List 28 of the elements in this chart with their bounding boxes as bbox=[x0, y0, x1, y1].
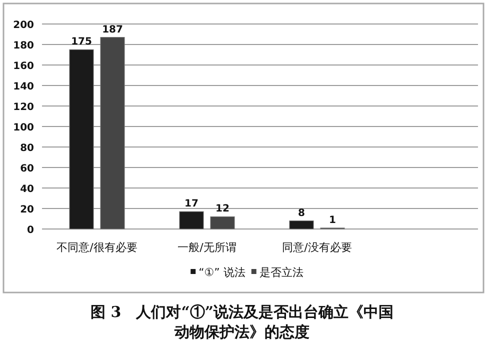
y-tick-label: 180 bbox=[13, 40, 34, 52]
y-tick-label: 20 bbox=[20, 204, 34, 216]
bar bbox=[69, 49, 94, 230]
x-tick-label: 不同意/很有必要 bbox=[56, 241, 138, 254]
data-label: 12 bbox=[216, 204, 230, 215]
y-tick-label: 100 bbox=[13, 122, 34, 134]
y-tick-label: 80 bbox=[20, 143, 34, 154]
y-tick-label: 120 bbox=[13, 102, 34, 113]
bar bbox=[210, 216, 235, 230]
y-tick-label: 200 bbox=[13, 20, 34, 31]
y-tick-label: 60 bbox=[20, 164, 34, 174]
legend-label: “①” 说法 bbox=[198, 266, 246, 279]
y-tick-label: 140 bbox=[13, 82, 34, 92]
data-label: 8 bbox=[298, 208, 306, 219]
bar bbox=[100, 37, 125, 230]
y-tick-label: 160 bbox=[13, 61, 34, 72]
text: 图 3 人们对“①”说法及是否出台确立《中国动物保护法》的态度 bbox=[90, 303, 394, 341]
x-tick-label: 一般/无所谓 bbox=[178, 241, 236, 254]
x-tick-label: 同意/没有必要 bbox=[282, 241, 352, 254]
bar bbox=[289, 220, 314, 230]
data-label: 175 bbox=[71, 36, 92, 48]
data-label: 17 bbox=[184, 198, 198, 210]
legend-label: 是否立法 bbox=[259, 266, 304, 279]
data-label: 187 bbox=[102, 24, 123, 36]
y-tick-label: 40 bbox=[20, 184, 34, 195]
data-label: 1 bbox=[329, 214, 336, 226]
y-tick-label: 0 bbox=[27, 225, 34, 236]
bar bbox=[179, 211, 204, 230]
